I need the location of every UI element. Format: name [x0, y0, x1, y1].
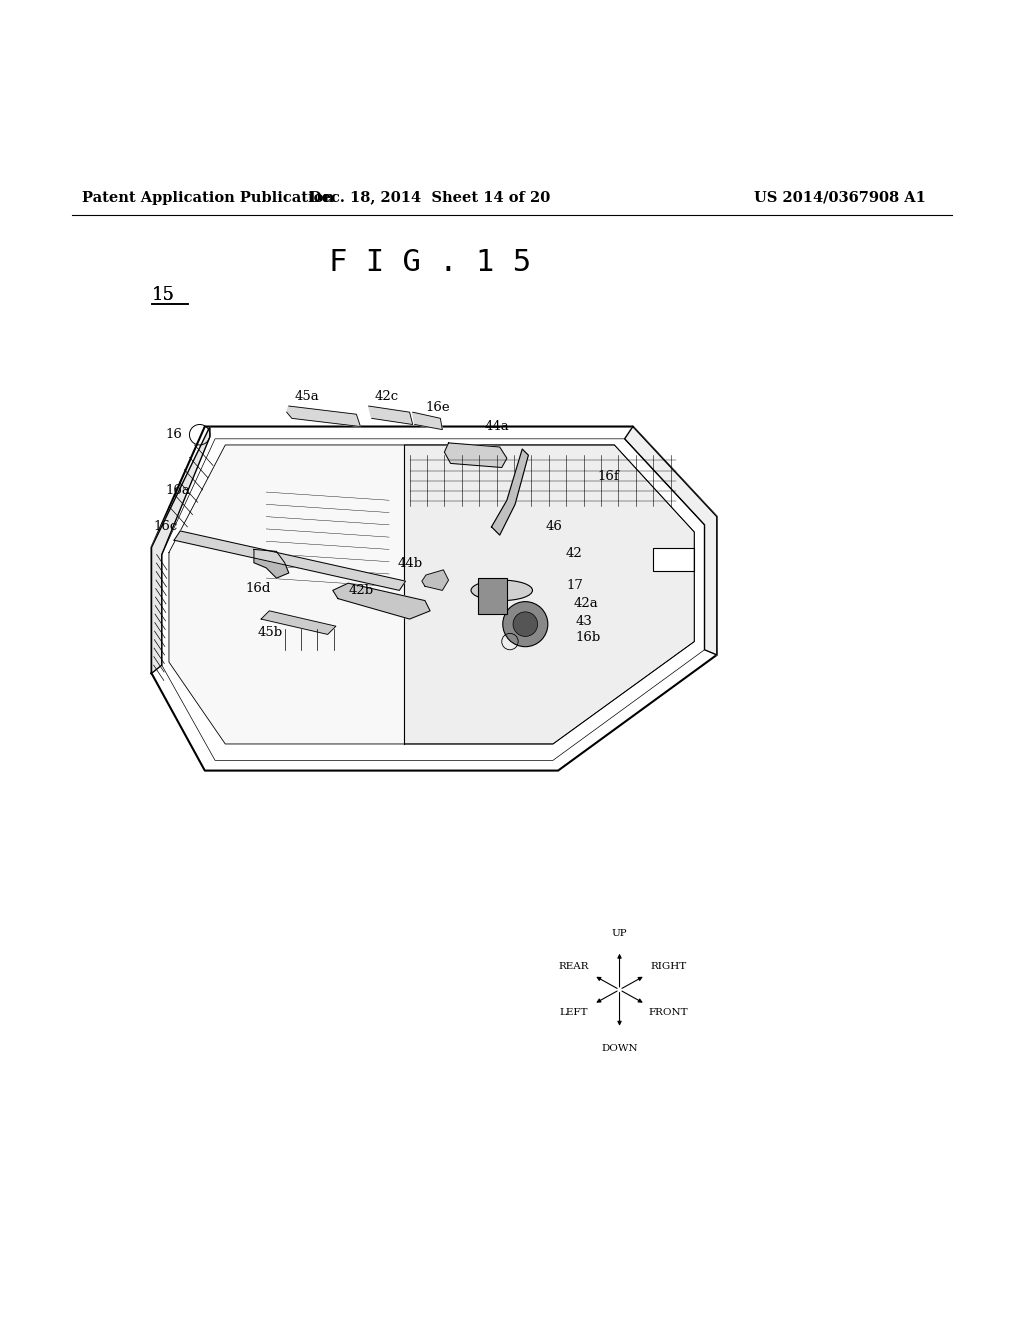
- Text: 16e: 16e: [425, 400, 450, 413]
- Text: 15: 15: [152, 286, 174, 305]
- Polygon shape: [333, 583, 430, 619]
- Text: RIGHT: RIGHT: [650, 962, 686, 972]
- Bar: [478, 578, 507, 614]
- Text: 44b: 44b: [397, 557, 423, 570]
- Text: 42c: 42c: [375, 391, 399, 404]
- Text: 16a: 16a: [166, 483, 190, 496]
- Polygon shape: [369, 407, 413, 425]
- Text: 46: 46: [546, 520, 562, 533]
- Polygon shape: [152, 426, 210, 673]
- Text: 42: 42: [565, 546, 582, 560]
- Polygon shape: [422, 570, 449, 590]
- Polygon shape: [444, 444, 507, 467]
- Polygon shape: [492, 449, 528, 535]
- Bar: [653, 548, 694, 572]
- Circle shape: [503, 602, 548, 647]
- Polygon shape: [261, 611, 336, 635]
- Polygon shape: [404, 445, 694, 744]
- Text: 42a: 42a: [573, 597, 598, 610]
- Text: US 2014/0367908 A1: US 2014/0367908 A1: [754, 190, 926, 205]
- Text: UP: UP: [611, 929, 628, 937]
- Circle shape: [513, 612, 538, 636]
- Polygon shape: [174, 531, 406, 590]
- Polygon shape: [413, 412, 442, 429]
- Text: REAR: REAR: [558, 962, 589, 972]
- Text: 16b: 16b: [575, 631, 601, 644]
- Text: 15: 15: [152, 286, 174, 305]
- Text: 16: 16: [166, 428, 182, 441]
- Polygon shape: [152, 426, 717, 771]
- Text: 44a: 44a: [484, 420, 509, 433]
- Polygon shape: [625, 426, 717, 655]
- Text: 45a: 45a: [295, 391, 319, 404]
- Ellipse shape: [471, 579, 532, 601]
- Text: F I G . 1 5: F I G . 1 5: [329, 248, 531, 277]
- Text: FRONT: FRONT: [648, 1008, 688, 1018]
- Text: 16d: 16d: [246, 582, 271, 595]
- Text: 16f: 16f: [597, 470, 618, 483]
- Text: LEFT: LEFT: [559, 1008, 588, 1018]
- Text: Dec. 18, 2014  Sheet 14 of 20: Dec. 18, 2014 Sheet 14 of 20: [309, 190, 551, 205]
- Polygon shape: [169, 445, 694, 744]
- Text: 42b: 42b: [348, 583, 374, 597]
- Text: Patent Application Publication: Patent Application Publication: [82, 190, 334, 205]
- Text: 17: 17: [566, 578, 583, 591]
- Text: 16c: 16c: [154, 520, 178, 533]
- Polygon shape: [287, 407, 360, 426]
- Text: DOWN: DOWN: [601, 1044, 638, 1052]
- Polygon shape: [254, 549, 289, 578]
- Text: 43: 43: [575, 615, 592, 627]
- Text: 45b: 45b: [258, 626, 284, 639]
